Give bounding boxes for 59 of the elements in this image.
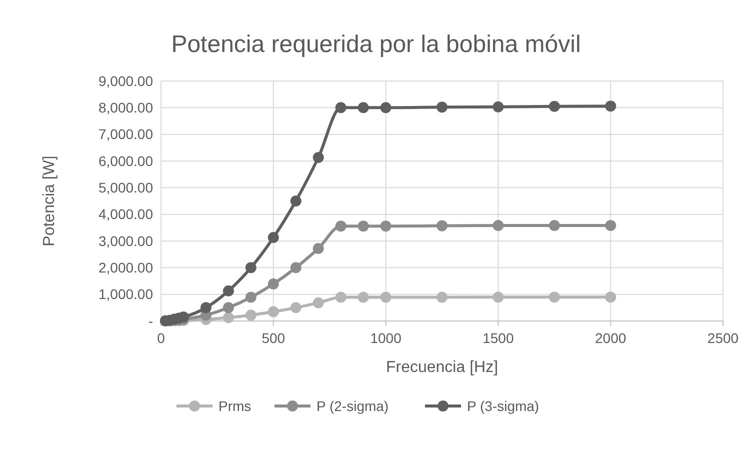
point <box>268 306 279 318</box>
y-tick-label: 8,000.00 <box>98 100 154 116</box>
chart-title: Potencia requerida por la bobina móvil <box>171 31 581 58</box>
point <box>492 292 504 303</box>
y-tick-label: 5,000.00 <box>98 180 154 196</box>
point <box>436 292 448 303</box>
point <box>245 292 256 303</box>
point <box>268 232 279 244</box>
point <box>358 220 369 232</box>
y-axis-title: Potencia [W] <box>41 156 58 246</box>
x-tick-label: 500 <box>262 330 286 346</box>
x-tick-label: 0 <box>157 330 166 346</box>
point <box>380 102 392 114</box>
point <box>335 220 346 232</box>
legend-label: P (2-sigma) <box>316 398 389 414</box>
y-tick-label: 2,000.00 <box>98 260 154 276</box>
point <box>290 196 302 206</box>
point <box>492 101 504 112</box>
point <box>222 312 234 324</box>
point <box>245 262 256 274</box>
y-tick-label: 7,000.00 <box>98 126 154 142</box>
x-tick-label: 1000 <box>370 330 402 346</box>
point <box>548 100 560 112</box>
y-tick-label: 4,000.00 <box>98 206 154 222</box>
point <box>605 220 616 232</box>
point <box>222 302 234 314</box>
point <box>605 292 616 303</box>
point <box>380 220 392 232</box>
point <box>312 152 324 164</box>
point <box>380 292 392 303</box>
x-axis-title: Frecuencia [Hz] <box>386 359 498 376</box>
point <box>222 285 234 296</box>
point <box>335 102 346 114</box>
point <box>312 297 324 308</box>
x-tick-label: 2500 <box>707 330 739 346</box>
y-tick-label: 1,000.00 <box>98 286 154 302</box>
point <box>358 102 369 114</box>
y-tick-label: 9,000.00 <box>98 72 154 89</box>
point <box>548 220 560 232</box>
x-tick-label: 1500 <box>482 330 514 346</box>
point <box>245 310 256 321</box>
y-tick-label: 6,000.00 <box>98 152 154 169</box>
x-tick-label: 2000 <box>595 330 626 346</box>
point <box>268 278 279 290</box>
point <box>200 302 212 314</box>
legend-label: P (3-sigma) <box>467 398 540 414</box>
point <box>436 220 448 232</box>
point <box>358 292 369 303</box>
point <box>492 220 504 232</box>
point <box>335 292 346 303</box>
point <box>290 262 302 274</box>
legend-label: Prms <box>218 398 252 414</box>
point <box>436 102 448 113</box>
y-tick-label: - <box>148 312 154 329</box>
y-tick-label: 3,000.00 <box>98 232 154 249</box>
point <box>548 292 560 303</box>
point <box>290 302 302 314</box>
point <box>605 100 616 112</box>
point <box>312 242 324 254</box>
